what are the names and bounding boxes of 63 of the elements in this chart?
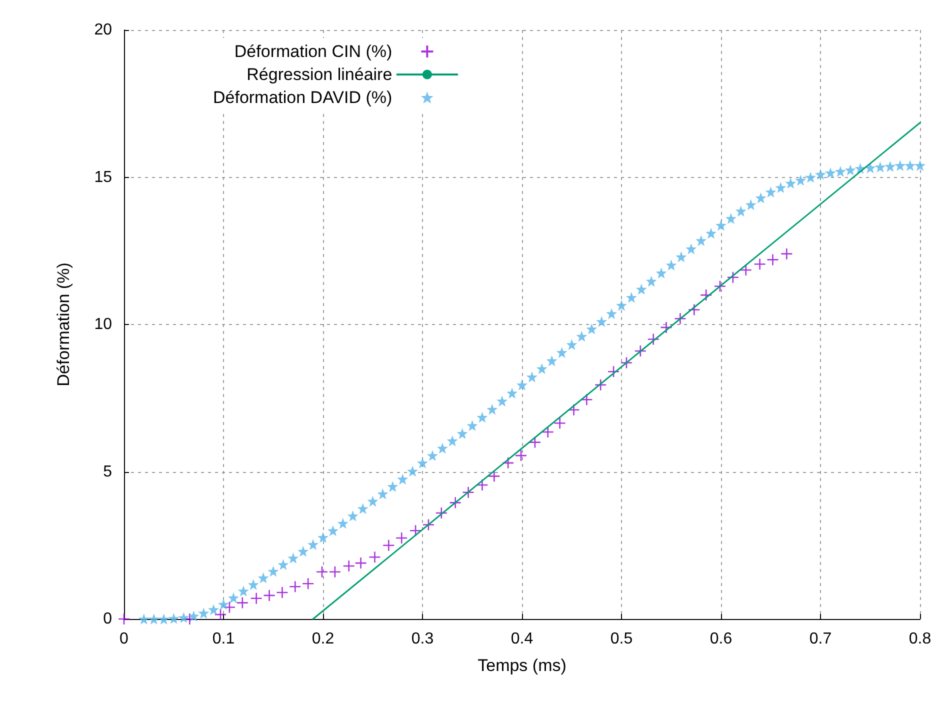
- x-tick-label: 0.4: [510, 630, 534, 648]
- point: [236, 596, 249, 609]
- point: [620, 356, 633, 369]
- point: [302, 578, 314, 590]
- point: [449, 496, 462, 509]
- point: [780, 248, 793, 260]
- point: [488, 470, 500, 482]
- y-tick-label: 5: [103, 463, 112, 480]
- point: [288, 580, 302, 593]
- x-tick-label: 0.3: [411, 630, 434, 648]
- point: [554, 417, 566, 430]
- point: [354, 556, 367, 570]
- point: [528, 436, 542, 448]
- y-axis-title: Déformation (%): [54, 262, 73, 386]
- point: [476, 478, 488, 492]
- point: [726, 271, 740, 284]
- x-tick-label: 0.1: [212, 630, 235, 648]
- legend-label: Déformation DAVID (%): [212, 88, 392, 107]
- point: [740, 264, 752, 276]
- point: [580, 393, 593, 406]
- x-tick-label: 0.2: [312, 630, 334, 648]
- point: [395, 532, 408, 544]
- point: [368, 551, 381, 564]
- point: [118, 612, 130, 626]
- point: [688, 304, 700, 316]
- y-tick-label: 0: [103, 610, 112, 628]
- point: [250, 592, 262, 605]
- point: [422, 518, 435, 531]
- point: [276, 586, 288, 599]
- x-tick-label: 0.7: [809, 630, 832, 648]
- point: [342, 560, 356, 572]
- point: [660, 321, 672, 334]
- point: [594, 378, 607, 392]
- legend-label: Régression linéaire: [246, 65, 392, 84]
- point: [382, 539, 395, 552]
- y-tick-label: 20: [94, 22, 112, 38]
- point: [462, 486, 474, 499]
- point: [316, 566, 328, 578]
- point: [714, 280, 726, 292]
- point: [409, 524, 422, 537]
- point: [607, 365, 620, 378]
- point: [542, 426, 554, 438]
- point: [568, 404, 580, 416]
- x-tick-label: 0: [120, 630, 129, 648]
- point: [514, 449, 528, 462]
- point: [700, 288, 712, 302]
- point: [502, 456, 514, 470]
- y-tick-label: 10: [94, 316, 112, 333]
- x-tick-label: 0.6: [710, 630, 732, 648]
- x-tick-label: 0.5: [610, 630, 633, 648]
- y-tick-label: 15: [94, 168, 112, 186]
- legend-label: Déformation CIN (%): [234, 42, 392, 61]
- point: [647, 333, 660, 346]
- point: [766, 254, 779, 266]
- point: [263, 589, 276, 602]
- x-tick-label: 0.8: [908, 630, 932, 648]
- point: [214, 608, 227, 621]
- x-axis-title: Temps (ms): [478, 656, 566, 675]
- point: [328, 566, 342, 578]
- point: [435, 506, 448, 520]
- point: [634, 344, 647, 358]
- point: [674, 312, 686, 325]
- point: [754, 258, 766, 270]
